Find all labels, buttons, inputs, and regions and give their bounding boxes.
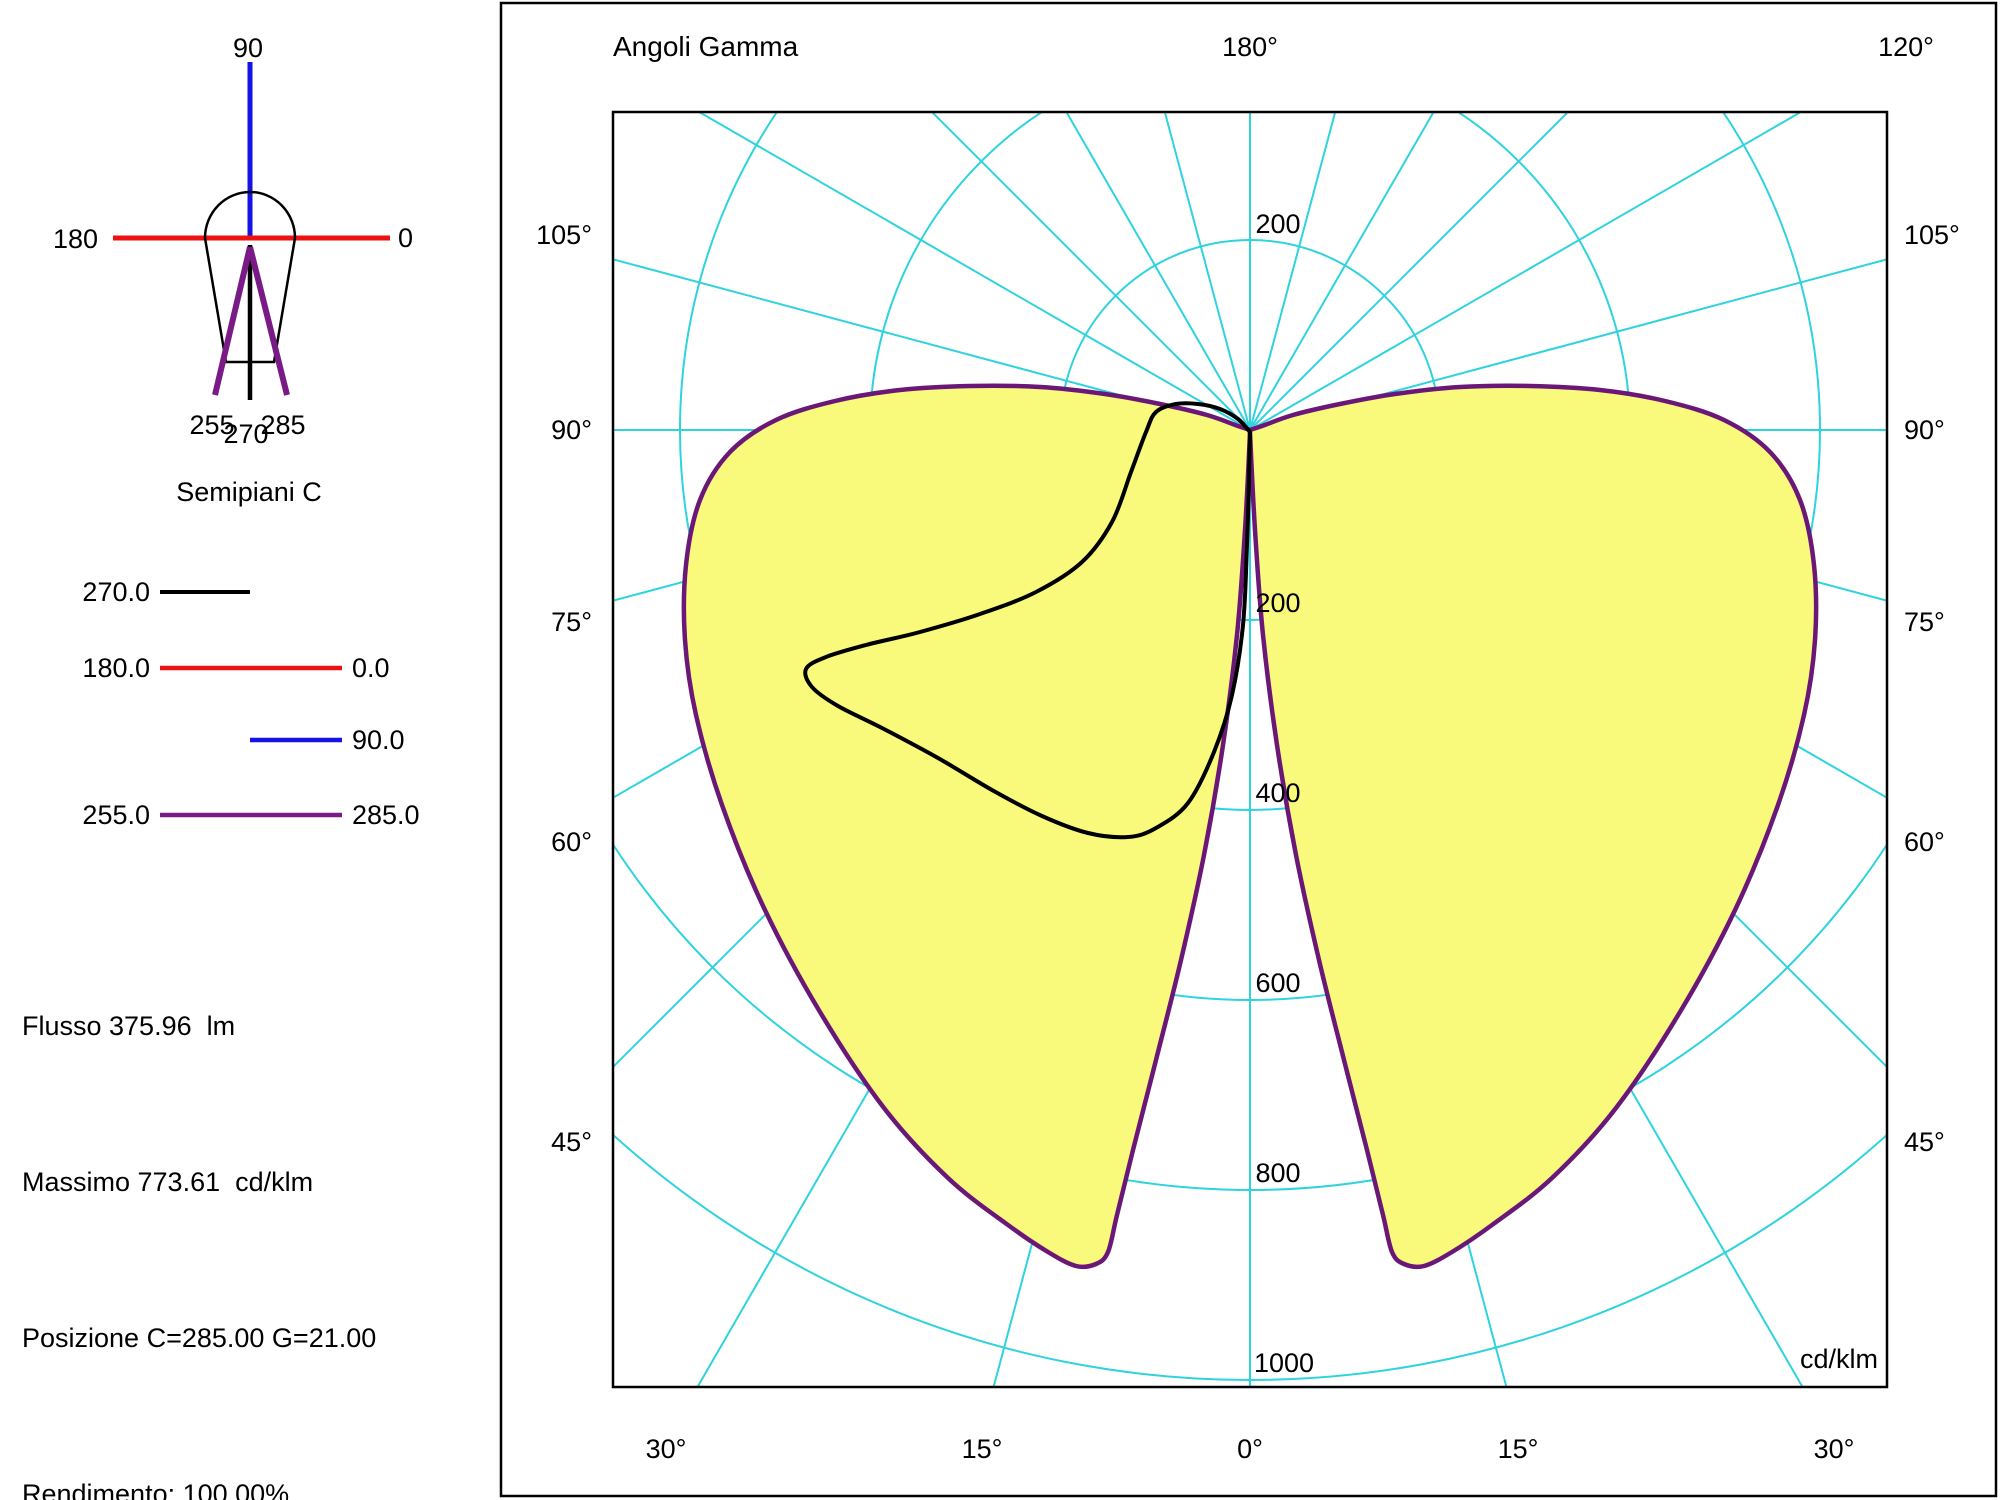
gamma-label-left-45: 45° — [551, 1127, 592, 1157]
photometric-curve-0 — [681, 383, 1253, 1270]
radial-label-800: 800 — [1255, 1158, 1300, 1188]
icon-label-285: 285 — [260, 410, 305, 440]
gamma-ray — [613, 258, 1251, 431]
position-line: Posizione C=285.00 G=21.00 — [22, 1323, 377, 1353]
flux-line: Flusso 375.96 lm — [22, 1011, 236, 1041]
gamma-label-bottom-30L: 30° — [646, 1434, 687, 1464]
gamma-label-right-60: 60° — [1904, 827, 1945, 857]
gamma-ray — [1249, 112, 1570, 431]
gamma-label-top-120: 120° — [1878, 32, 1934, 62]
radial-unit-label: cd/klm — [1800, 1344, 1878, 1374]
gamma-ray — [697, 112, 1251, 431]
luminaire-orientation-icon: 90 180 0 255 270 285 Semipiani C — [53, 33, 413, 507]
gamma-label-right-45: 45° — [1904, 1127, 1945, 1157]
plot-box-border — [611, 110, 1889, 1389]
gamma-label-right-75: 75° — [1904, 607, 1945, 637]
radial-circle — [613, 1133, 1887, 1381]
gamma-ray — [1249, 112, 1435, 431]
radial-label-200-top: 200 — [1255, 209, 1300, 239]
semipiani-caption: Semipiani C — [176, 477, 322, 507]
gamma-label-right-90: 90° — [1904, 415, 1945, 445]
gamma-label-bottom-30R: 30° — [1814, 1434, 1855, 1464]
radial-label-1000: 1000 — [1254, 1348, 1314, 1378]
plane-285-line — [247, 246, 290, 396]
legend-label-180: 180.0 — [82, 653, 150, 683]
legend-label-0: 0.0 — [352, 653, 390, 683]
plane-255-line — [212, 246, 253, 396]
efficiency-line: Rendimento: 100.00% — [22, 1479, 290, 1500]
gamma-label-top-180: 180° — [1222, 32, 1278, 62]
gamma-label-left-75: 75° — [551, 607, 592, 637]
gamma-ray — [1249, 258, 1887, 431]
legend-label-285: 285.0 — [352, 800, 420, 830]
icon-label-270: 270 — [223, 419, 268, 449]
radial-circle — [613, 842, 1887, 1191]
lamp-dome-outline — [203, 190, 297, 239]
gamma-ray — [1249, 112, 1803, 431]
gamma-label-bottom-0: 0° — [1237, 1434, 1263, 1464]
gamma-ray — [930, 112, 1251, 431]
c-plane-legend: 270.0 180.0 0.0 90.0 255.0 285.0 — [82, 577, 419, 830]
photometric-curve-1 — [803, 401, 1252, 840]
gamma-label-left-105: 105° — [536, 220, 592, 250]
chart-outer-frame — [499, 1, 1998, 1498]
radial-label-600: 600 — [1255, 968, 1300, 998]
legend-label-255: 255.0 — [82, 800, 150, 830]
radial-circle — [679, 112, 1821, 1001]
gamma-label-left-90: 90° — [551, 415, 592, 445]
gamma-label-bottom-15L: 15° — [962, 1434, 1003, 1464]
photometric-curve-0 — [1247, 383, 1819, 1270]
gamma-ray — [1249, 112, 1337, 431]
radial-label-200: 200 — [1255, 588, 1300, 618]
icon-label-180: 180 — [53, 224, 98, 254]
gamma-label-right-105: 105° — [1904, 220, 1960, 250]
gamma-label-left-60: 60° — [551, 827, 592, 857]
gamma-ray — [1065, 112, 1251, 431]
legend-label-90: 90.0 — [352, 725, 405, 755]
icon-label-0: 0 — [398, 223, 413, 253]
legend-label-270: 270.0 — [82, 577, 150, 607]
gamma-label-bottom-15R: 15° — [1498, 1434, 1539, 1464]
icon-label-90: 90 — [233, 33, 263, 63]
chart-title: Angoli Gamma — [613, 31, 799, 62]
gamma-ray — [1163, 112, 1251, 431]
radial-label-400: 400 — [1255, 778, 1300, 808]
photometric-summary: Flusso 375.96 lm Massimo 773.61 cd/klm P… — [22, 896, 376, 1500]
maximum-line: Massimo 773.61 cd/klm — [22, 1167, 314, 1197]
icon-label-255: 255 — [189, 410, 234, 440]
